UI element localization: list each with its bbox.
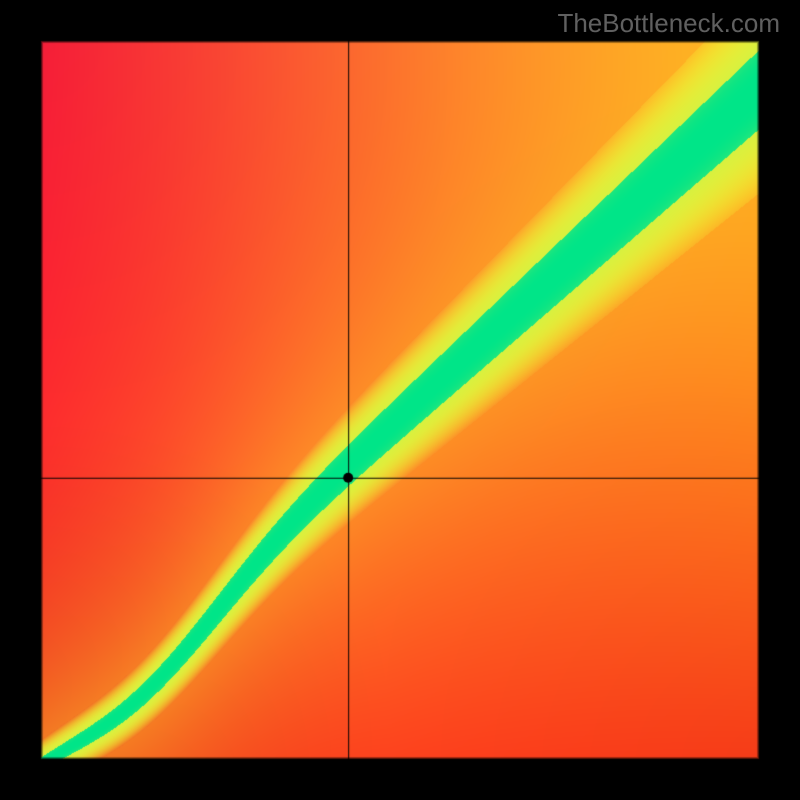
chart-container: TheBottleneck.com [0, 0, 800, 800]
heatmap-canvas [0, 0, 800, 800]
watermark-text: TheBottleneck.com [557, 8, 780, 39]
